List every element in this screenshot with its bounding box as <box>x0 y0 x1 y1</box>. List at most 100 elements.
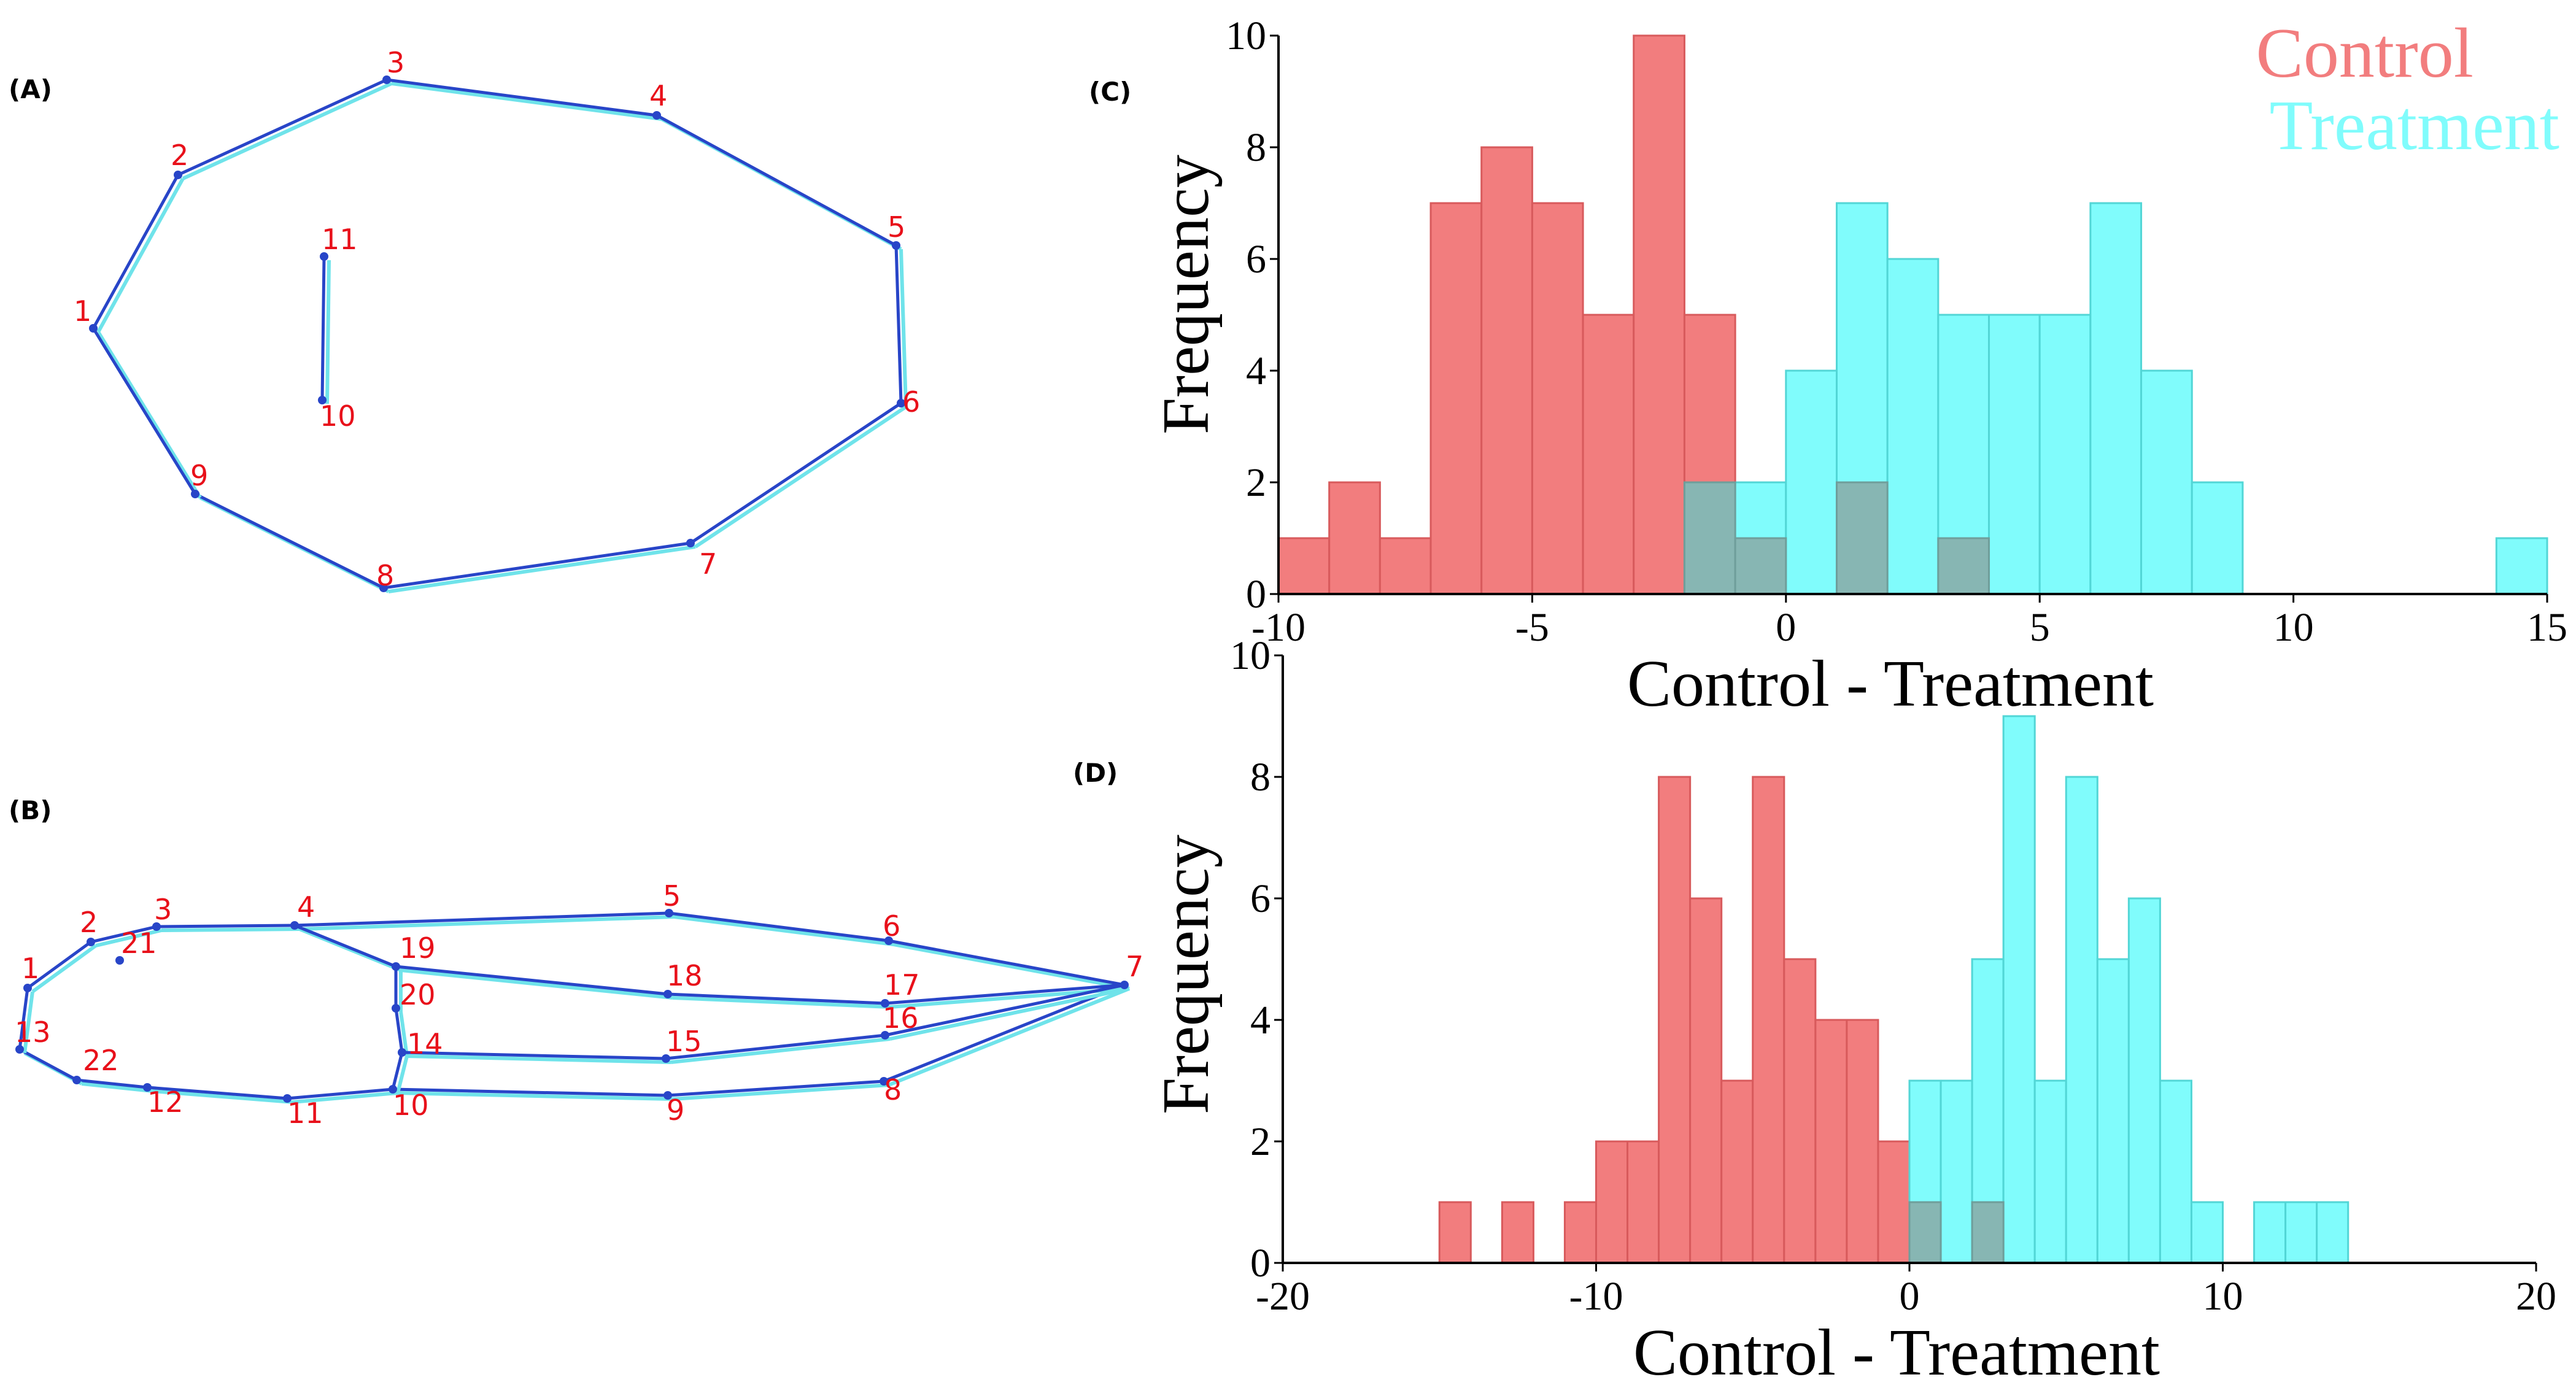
lm-a-edge <box>91 327 197 495</box>
lm-b-edge-shadow <box>672 1083 889 1101</box>
lm-b-landmark-label-5: 5 <box>663 879 681 913</box>
c-x-tick-label: 0 <box>1776 605 1796 650</box>
lm-b-landmark-label-15: 15 <box>666 1025 702 1058</box>
lm-b-landmark-label-17: 17 <box>884 968 920 1001</box>
lm-a-edge <box>689 401 902 545</box>
lm-b-landmark-point-16 <box>881 1031 889 1040</box>
lm-a-edge <box>894 245 903 404</box>
lm-b-landmark-point-8 <box>880 1077 888 1086</box>
lm-b-landmark-point-17 <box>881 999 889 1008</box>
panel-label-b: (B) <box>9 795 52 825</box>
lm-b-edge <box>884 983 1125 1005</box>
lm-b-edge-shadow <box>81 1082 153 1093</box>
lm-b-landmark-label-9: 9 <box>667 1094 684 1127</box>
d-bar-control <box>1783 958 1817 1264</box>
lm-b-landmark-label-20: 20 <box>400 978 436 1011</box>
d-y-tick-label: 8 <box>1250 755 1271 800</box>
c-bar-overlap <box>1835 481 1889 595</box>
lm-b-edge-shadow <box>672 996 891 1009</box>
lm-a-edge-shadow <box>182 82 393 180</box>
c-bar-control <box>1429 202 1483 595</box>
lm-b-edge-shadow <box>406 1054 671 1064</box>
lm-b-landmark-point-5 <box>665 909 673 917</box>
lm-b-landmark-label-7: 7 <box>1126 950 1143 983</box>
lm-a-edge-shadow <box>391 82 662 121</box>
landmark-diagram-a: 1 2 3 4 5 6 7 8 9 10 11 <box>74 46 920 593</box>
lm-a-edge-shadow <box>694 405 907 549</box>
c-bar-treatment <box>1785 369 1838 595</box>
lm-a-landmark-label-7: 7 <box>699 547 717 581</box>
d-bar-control <box>1814 1019 1848 1264</box>
lm-b-landmark-point-4 <box>290 921 299 930</box>
lm-a-landmark-point-10 <box>318 396 327 404</box>
lm-b-edge-shadow <box>397 1091 673 1101</box>
lm-b-edge <box>76 1078 148 1089</box>
lm-b-landmark-label-13: 13 <box>15 1016 51 1049</box>
lm-b-landmark-label-14: 14 <box>407 1027 443 1060</box>
histogram-c: -10 -5 0 5 10 15 0 2 4 6 8 10 Control - Treatment F… <box>1150 14 2567 720</box>
d-bar-treatment <box>1940 1079 1973 1264</box>
c-bar-overlap <box>1683 481 1736 595</box>
lm-b-landmark-point-11 <box>283 1094 292 1103</box>
c-bar-overlap <box>1937 537 1990 595</box>
lm-a-landmark-point-8 <box>379 584 388 592</box>
d-bar-treatment <box>2002 715 2036 1264</box>
lm-b-edge <box>668 911 889 943</box>
d-bar-treatment <box>2127 897 2161 1264</box>
c-bar-treatment <box>2140 369 2193 595</box>
lm-a-landmark-label-4: 4 <box>649 79 667 112</box>
d-bar-control <box>1877 1140 1911 1264</box>
d-bar-control <box>1626 1140 1660 1264</box>
d-y-tick-label: 10 <box>1230 633 1271 678</box>
lm-b-edge <box>156 924 295 928</box>
lm-a-landmark-label-1: 1 <box>74 295 91 328</box>
lm-b-landmark-label-19: 19 <box>400 932 436 965</box>
lm-b-landmark-label-22: 22 <box>83 1044 119 1077</box>
d-bar-treatment <box>2033 1079 2067 1264</box>
c-bar-overlap <box>1734 537 1787 595</box>
c-y-tick-label: 4 <box>1246 349 1266 393</box>
lm-a-landmark-label-6: 6 <box>902 385 920 419</box>
lm-b-edge <box>18 987 29 1050</box>
lm-b-edge-shadow <box>292 1091 398 1104</box>
lm-a-landmark-label-2: 2 <box>171 139 188 172</box>
c-bar-control <box>1379 537 1432 595</box>
lm-a-edge <box>656 114 897 247</box>
c-bar-control <box>1328 481 1381 595</box>
lm-a-edge <box>386 78 657 117</box>
lm-b-landmark-label-6: 6 <box>883 909 900 943</box>
lm-a-landmark-point-6 <box>897 399 905 407</box>
d-x-tick-label: 10 <box>2203 1274 2243 1319</box>
lm-b-edge <box>90 925 157 944</box>
d-bar-control <box>1846 1019 1879 1264</box>
lm-b-landmark-point-19 <box>392 962 400 971</box>
c-bar-treatment <box>1988 314 2041 595</box>
legend-control: Control <box>2256 14 2474 93</box>
lm-b-landmark-point-18 <box>663 990 672 998</box>
panel-label-a: (A) <box>9 74 52 104</box>
lm-a-landmark-label-5: 5 <box>888 210 905 244</box>
lm-b-edge <box>667 992 886 1005</box>
lm-b-edge <box>888 939 1125 987</box>
lm-b-edge <box>395 965 668 996</box>
lm-b-edge-shadow <box>95 928 162 947</box>
lm-b-landmark-label-8: 8 <box>884 1073 902 1106</box>
d-bar-overlap <box>1971 1201 2005 1264</box>
lm-a-landmark-point-5 <box>892 241 900 250</box>
lm-b-edge <box>294 911 670 927</box>
d-x-tick-label: 0 <box>1900 1274 1920 1319</box>
lm-b-landmark-point-20 <box>392 1004 400 1013</box>
lm-a-landmark-label-10: 10 <box>320 399 356 433</box>
lm-b-landmark-label-4: 4 <box>297 890 315 924</box>
x-axis-title-d: Control - Treatment <box>1633 1316 2160 1389</box>
d-bar-treatment <box>2096 958 2130 1264</box>
lm-a-landmark-label-11: 11 <box>322 223 358 256</box>
x-axis-title-c: Control - Treatment <box>1627 647 2154 720</box>
lm-b-landmark-point-3 <box>152 922 161 931</box>
lm-b-edge <box>26 940 92 990</box>
lm-b-landmark-point-12 <box>143 1083 152 1092</box>
lm-a-landmark-label-8: 8 <box>376 559 394 592</box>
c-x-tick-label: -10 <box>1251 605 1305 650</box>
